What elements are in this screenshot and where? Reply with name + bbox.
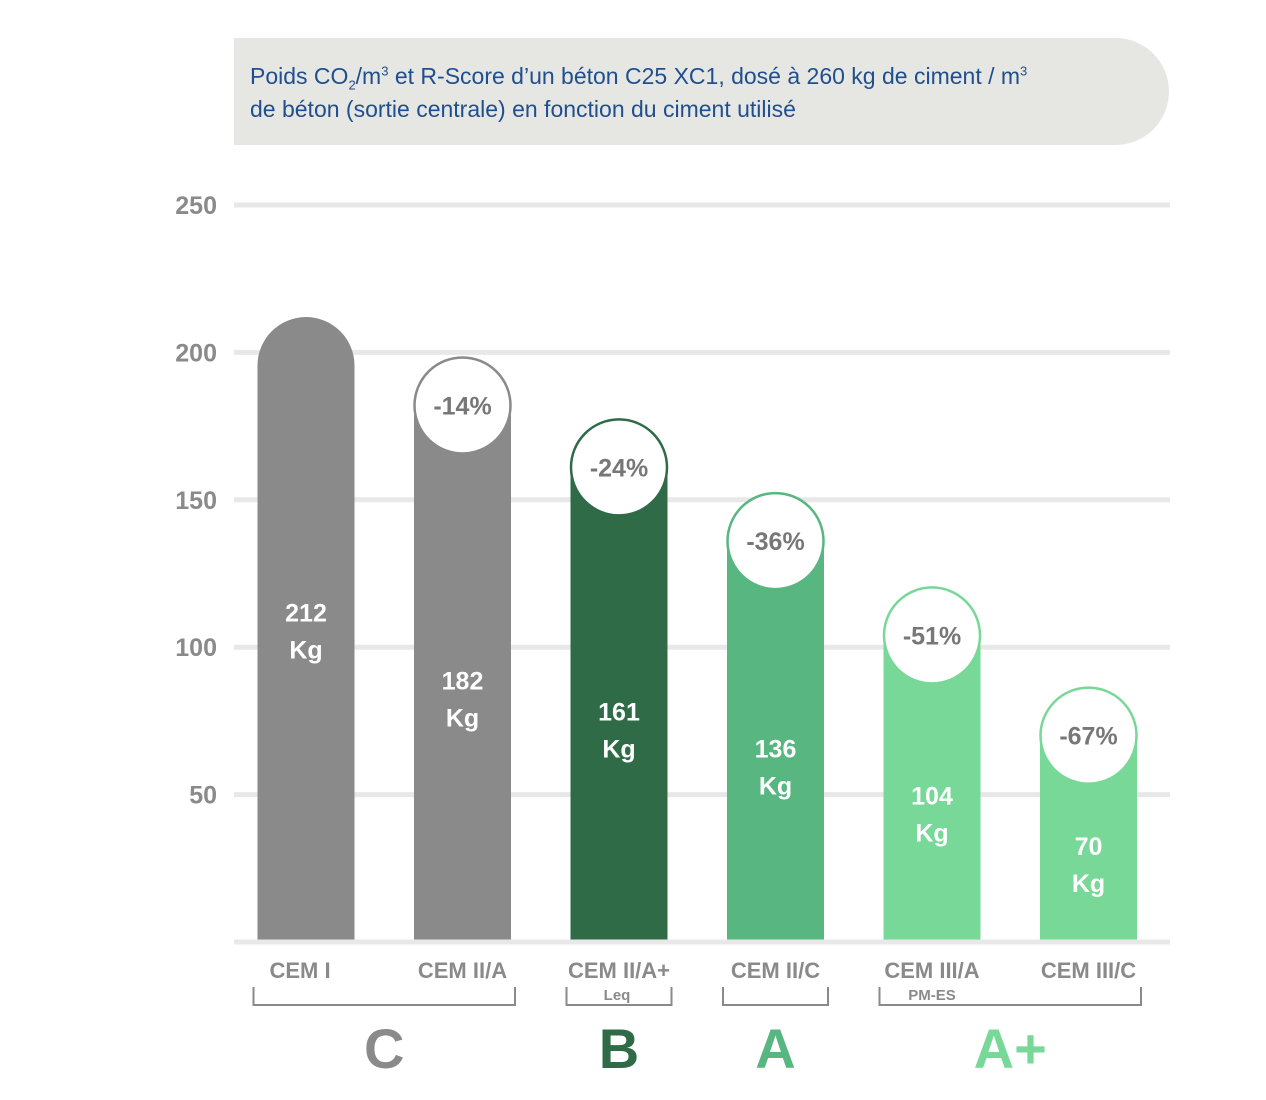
reduction-badge: [569, 418, 669, 517]
bar-value-label: 182: [442, 668, 484, 696]
x-category-label: CEM II/A: [418, 958, 507, 983]
title-text-a: Poids CO: [250, 63, 349, 89]
group-bracket: [565, 987, 673, 1006]
bar-unit-label: Kg: [915, 820, 948, 848]
title-superscript-2: 3: [1020, 63, 1028, 79]
reduction-badge: [1039, 686, 1138, 785]
bar: [727, 541, 824, 942]
y-tick-label: 50: [189, 782, 217, 810]
bar-value-label: 212: [285, 600, 327, 628]
reduction-label: -67%: [1059, 723, 1117, 751]
title-text-b: /m: [355, 63, 382, 89]
bar: [570, 467, 668, 942]
reduction-label: -51%: [903, 622, 961, 650]
group-bracket: [252, 987, 516, 1006]
bar-unit-label: Kg: [289, 637, 322, 665]
bar-unit-label: Kg: [1072, 870, 1105, 898]
reduction-label: -36%: [746, 528, 804, 556]
chart-title: Poids CO2/m3 et R-Score d’un béton C25 X…: [234, 38, 1169, 145]
title-text-c: et R-Score d’un béton C25 XC1, dosé à 26…: [388, 63, 1021, 89]
x-category-label: CEM II/C: [731, 958, 820, 983]
group-bracket: [878, 987, 1142, 1006]
y-tick-label: 250: [175, 192, 217, 220]
x-category-label: CEM III/C: [1041, 958, 1136, 983]
bar: [883, 635, 981, 942]
bar-value-label: 70: [1075, 833, 1103, 861]
reduction-badge: [726, 491, 825, 591]
bar: [1040, 735, 1137, 942]
bar-unit-label: Kg: [446, 705, 479, 733]
title-subscript: 2: [348, 77, 356, 93]
group-bracket: [722, 987, 829, 1006]
x-category-label: CEM I: [269, 958, 330, 983]
bar-value-label: 104: [911, 783, 953, 811]
bar: [257, 317, 355, 942]
bar-unit-label: Kg: [759, 773, 792, 801]
y-tick-label: 200: [175, 339, 217, 367]
r-score-grade-label: C: [364, 1017, 404, 1080]
r-score-grade-label: A+: [974, 1017, 1047, 1080]
title-superscript: 3: [381, 63, 389, 79]
bar-value-label: 136: [755, 736, 797, 764]
bar-unit-label: Kg: [602, 736, 635, 764]
reduction-label: -24%: [590, 454, 648, 482]
x-category-sublabel: Leq: [604, 987, 631, 1004]
x-category-label: CEM II/A+: [568, 958, 670, 983]
reduction-label: -14%: [433, 392, 491, 420]
r-score-grade-label: B: [599, 1017, 639, 1080]
x-category-sublabel: PM-ES: [908, 987, 956, 1004]
bar-value-label: 161: [598, 699, 640, 727]
bar: [414, 405, 511, 942]
reduction-badge: [413, 356, 512, 455]
chart-title-line-2: de béton (sortie centrale) en fonction d…: [250, 96, 796, 122]
chart-title-line-1: Poids CO2/m3 et R-Score d’un béton C25 X…: [250, 60, 1153, 93]
y-tick-label: 100: [175, 634, 217, 662]
x-category-label: CEM III/A: [884, 958, 979, 983]
reduction-badge: [882, 586, 982, 685]
r-score-grade-label: A: [755, 1017, 795, 1080]
y-tick-label: 150: [175, 487, 217, 515]
